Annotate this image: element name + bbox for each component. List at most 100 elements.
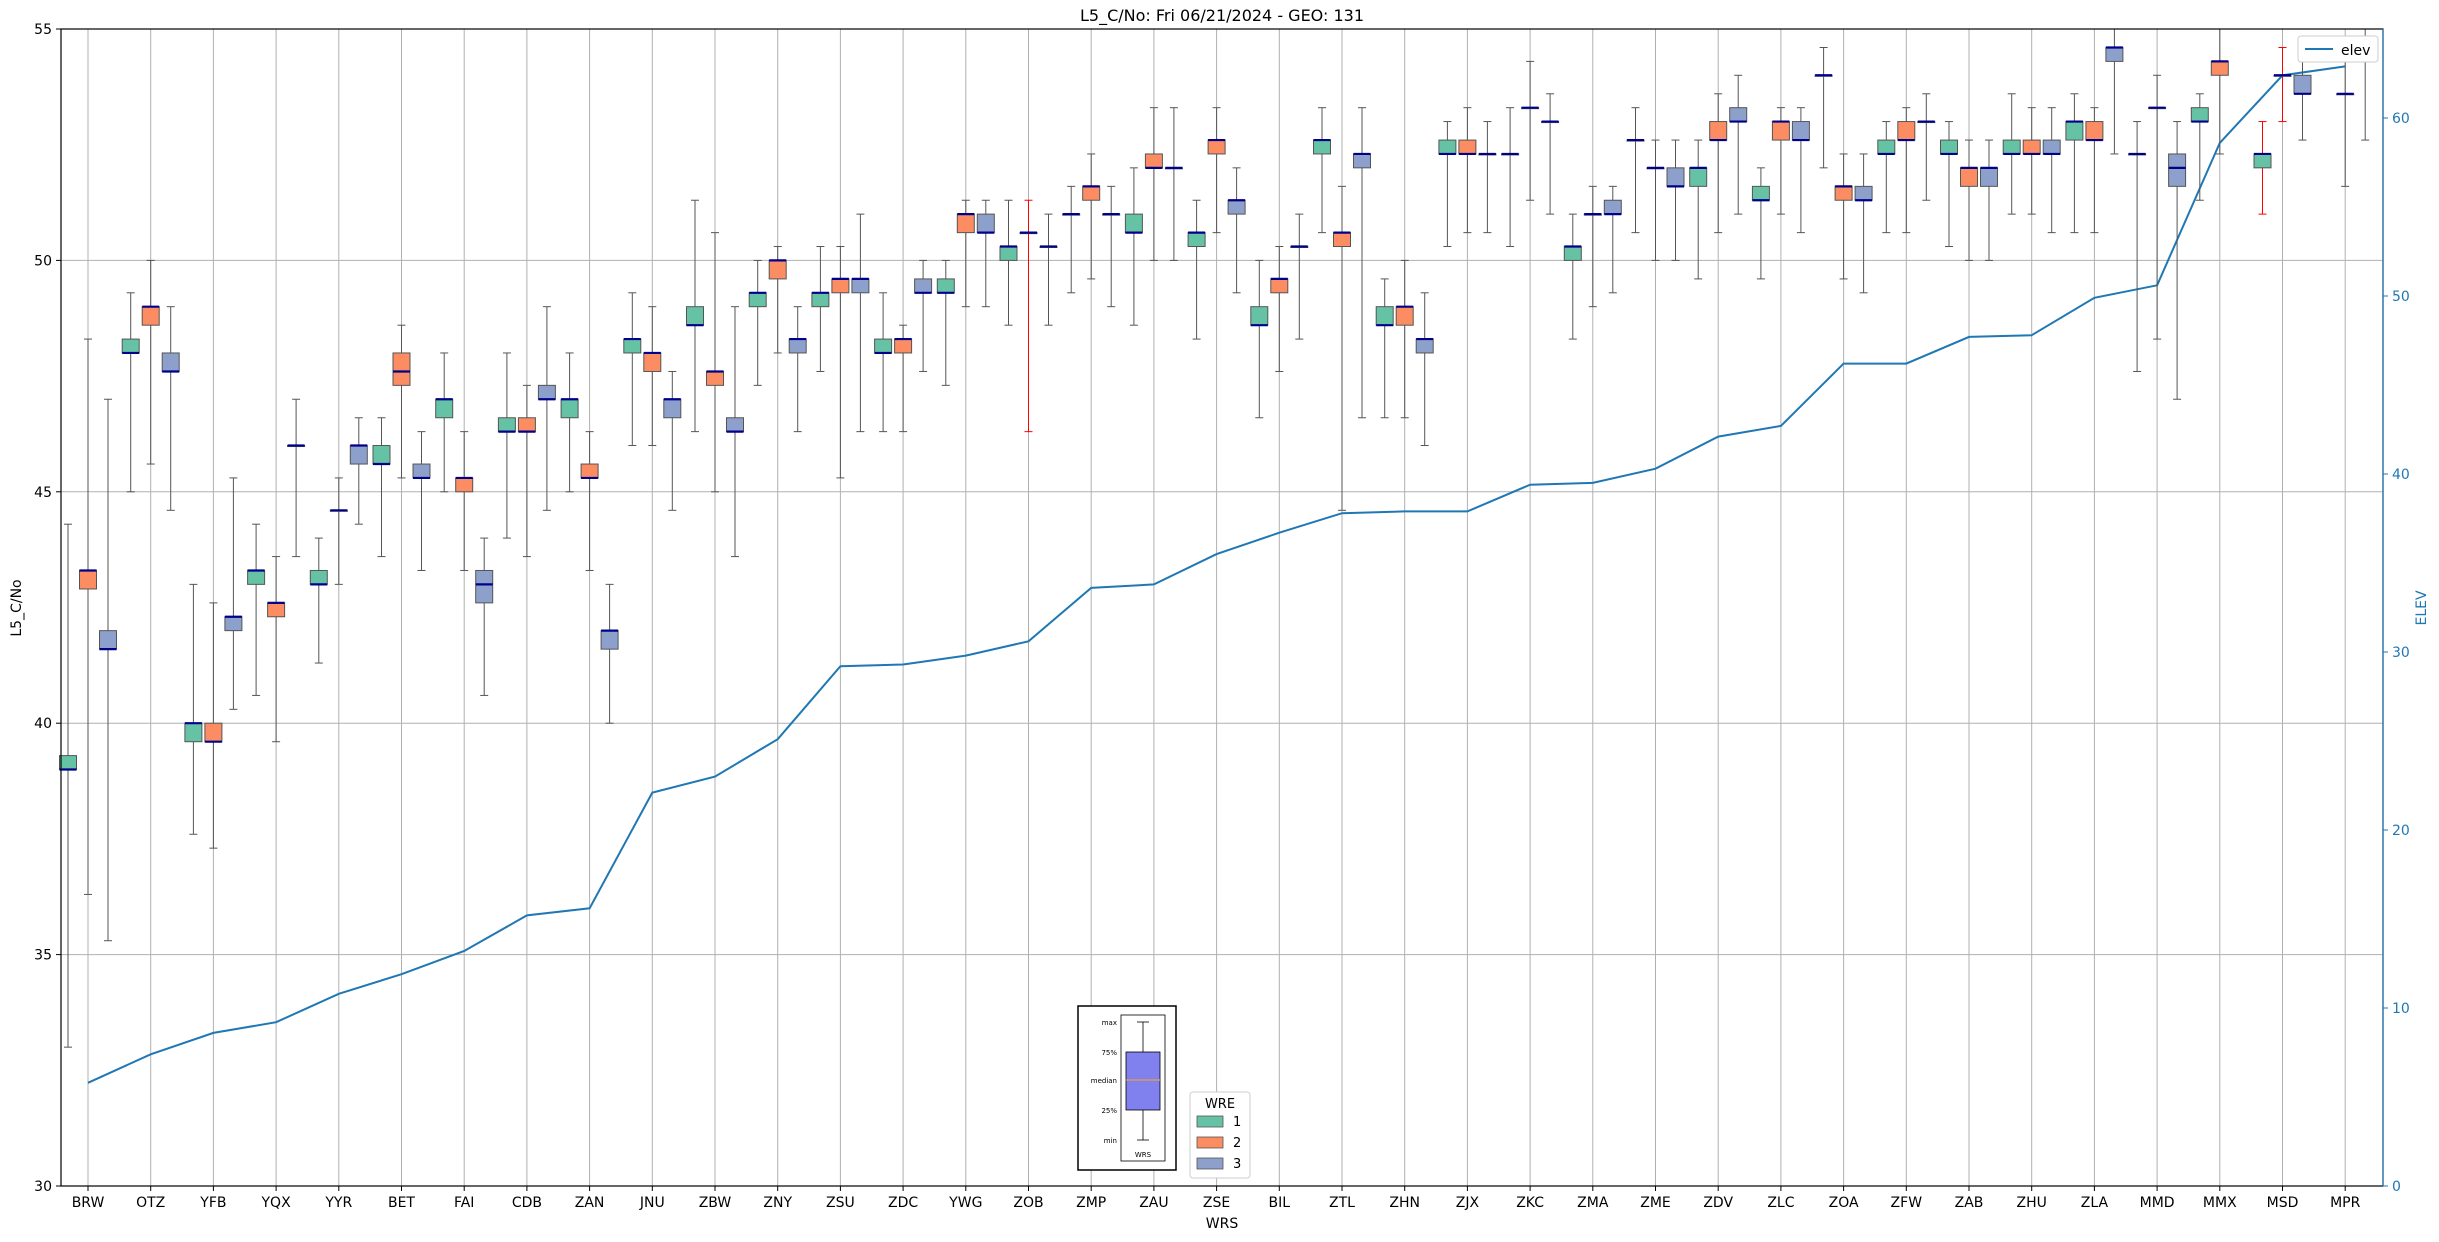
- box-iqr: [956, 213, 975, 234]
- wre-legend-swatch-1: [1196, 1115, 1224, 1128]
- box-iqr: [874, 338, 893, 354]
- x-tick-label: BIL: [1269, 1195, 1291, 1211]
- box-iqr: [1960, 167, 1978, 187]
- box-iqr: [141, 306, 160, 326]
- x-tick-label: ZME: [1640, 1195, 1671, 1211]
- x-axis-label: WRS: [1206, 1216, 1239, 1232]
- x-tick-label: FAI: [454, 1195, 474, 1211]
- key-label-q3: 75%: [1101, 1049, 1117, 1057]
- wre-legend-frame: [1189, 1091, 1251, 1179]
- box-layer: [59, 28, 2375, 1048]
- x-tick-label: ZAU: [1139, 1195, 1168, 1211]
- elev-legend: elev: [2297, 35, 2379, 63]
- y-tick-label: 50: [34, 253, 52, 269]
- x-tick-label: ZSU: [826, 1195, 855, 1211]
- box-iqr: [2210, 60, 2229, 76]
- box-iqr: [788, 338, 807, 354]
- elevation-line-layer: [87, 65, 2346, 1084]
- x-tick-label: MSD: [2267, 1195, 2299, 1211]
- x-tick-label: OTZ: [136, 1195, 165, 1211]
- x-tick-label: ZLC: [1767, 1195, 1794, 1211]
- x-tick-label: ZKC: [1516, 1195, 1544, 1211]
- box-iqr: [1689, 167, 1708, 187]
- box-iqr: [1980, 167, 1998, 187]
- box-iqr: [79, 569, 97, 590]
- box-iqr: [537, 384, 556, 400]
- y2-tick-label: 20: [2392, 823, 2410, 839]
- wre-legend: WRE 1 2 3: [1189, 1091, 1251, 1179]
- x-tick-label: ZMP: [1076, 1195, 1106, 1211]
- box-iqr: [1207, 139, 1226, 155]
- box-iqr: [455, 477, 474, 493]
- box-iqr: [99, 630, 117, 650]
- x-tick-label: YFB: [199, 1195, 226, 1211]
- box-iqr: [1082, 185, 1101, 201]
- box-iqr: [686, 306, 704, 326]
- x-tick-label: ZFW: [1891, 1195, 1923, 1211]
- y2-tick-label: 40: [2392, 467, 2410, 483]
- box-iqr: [161, 352, 180, 372]
- box-iqr: [1563, 246, 1582, 261]
- box-iqr: [2293, 74, 2312, 95]
- box-iqr: [2022, 139, 2041, 155]
- axes: BRW OTZ YFB YQX YYR BET FAI CDB ZAN JNU ZBW ZNY ZSU Z…: [34, 22, 2410, 1211]
- box-iqr: [1940, 139, 1958, 155]
- box-iqr: [1353, 153, 1371, 169]
- box-iqr: [580, 463, 599, 479]
- box-iqr: [59, 755, 77, 770]
- box-iqr: [1854, 185, 1873, 201]
- box-iqr: [1227, 199, 1246, 215]
- box-iqr: [349, 445, 368, 465]
- box-iqr: [224, 616, 243, 632]
- box-iqr: [811, 292, 830, 308]
- box-iqr: [247, 569, 266, 585]
- y-axis-label: L5_C/No: [9, 579, 25, 636]
- box-iqr: [1375, 306, 1394, 326]
- x-tick-label: BET: [388, 1195, 415, 1211]
- wre-legend-label-3: 3: [1233, 1157, 1241, 1172]
- wre-legend-label-1: 1: [1233, 1115, 1241, 1130]
- key-x-label: WRS: [1135, 1151, 1152, 1159]
- x-tick-label: YYR: [324, 1195, 352, 1211]
- box-iqr: [204, 722, 223, 743]
- box-iqr: [831, 278, 850, 294]
- box-iqr: [1666, 167, 1685, 187]
- key-label-min: min: [1104, 1137, 1117, 1145]
- x-tick-label: MPR: [2330, 1195, 2361, 1211]
- box-iqr: [706, 370, 724, 386]
- x-tick-label: ZJX: [1456, 1195, 1480, 1211]
- x-tick-label: ZBW: [699, 1195, 732, 1211]
- box-iqr: [1458, 139, 1477, 155]
- box-iqr: [1124, 213, 1143, 234]
- y2-axis-label: ELEV: [2414, 590, 2430, 625]
- box-iqr: [392, 352, 411, 386]
- box-iqr: [372, 445, 391, 465]
- key-box-inset: max 75% median 25% min WRS: [1077, 1005, 1177, 1171]
- x-tick-label: CDB: [512, 1195, 542, 1211]
- wre-legend-swatch-3: [1196, 1157, 1224, 1170]
- box-iqr: [412, 463, 431, 479]
- y2-tick-label: 60: [2392, 111, 2410, 127]
- box-iqr: [1603, 199, 1622, 215]
- wre-legend-label-2: 2: [1233, 1136, 1241, 1151]
- y-tick-label: 45: [34, 485, 52, 501]
- x-tick-label: ZNY: [763, 1195, 792, 1211]
- y2-tick-label: 10: [2392, 1001, 2410, 1017]
- box-iqr: [768, 259, 787, 280]
- x-tick-label: ZTL: [1329, 1195, 1355, 1211]
- x-tick-label: ZOB: [1013, 1195, 1043, 1211]
- box-iqr: [2085, 121, 2104, 141]
- box-iqr: [1438, 139, 1457, 155]
- box-iqr: [1791, 121, 1810, 141]
- y-tick-label: 40: [34, 716, 52, 732]
- box-iqr: [1187, 232, 1206, 248]
- box-iqr: [475, 569, 494, 604]
- x-tick-label: ZAN: [575, 1195, 605, 1211]
- x-tick-label: ZAB: [1955, 1195, 1984, 1211]
- x-tick-label: JNU: [639, 1195, 665, 1211]
- box-iqr: [1751, 185, 1770, 201]
- box-iqr: [2105, 47, 2124, 62]
